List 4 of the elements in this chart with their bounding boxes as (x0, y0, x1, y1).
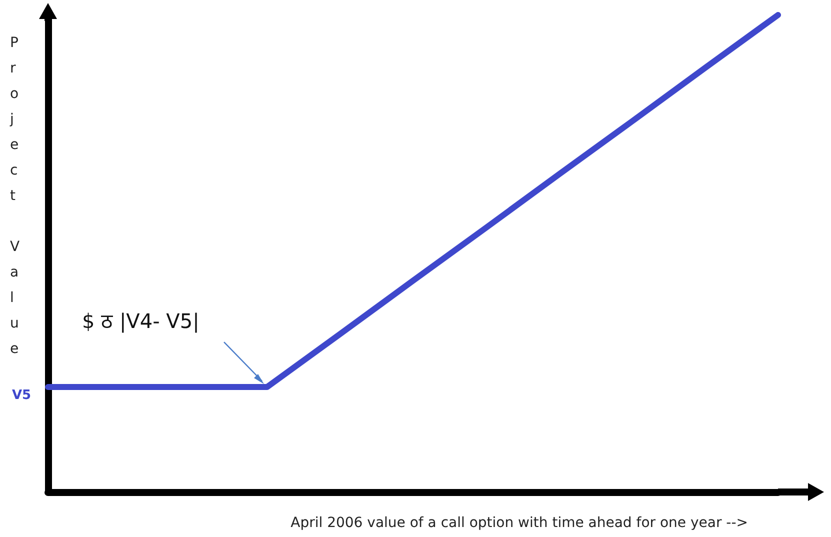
text: V5 (12, 388, 32, 404)
x-axis-title: April 2006 value of a call option with time ahead for one year --> (290, 515, 748, 531)
text: Project Value (10, 34, 20, 357)
annotation: $ ठ |V4- V5| (82, 309, 200, 334)
